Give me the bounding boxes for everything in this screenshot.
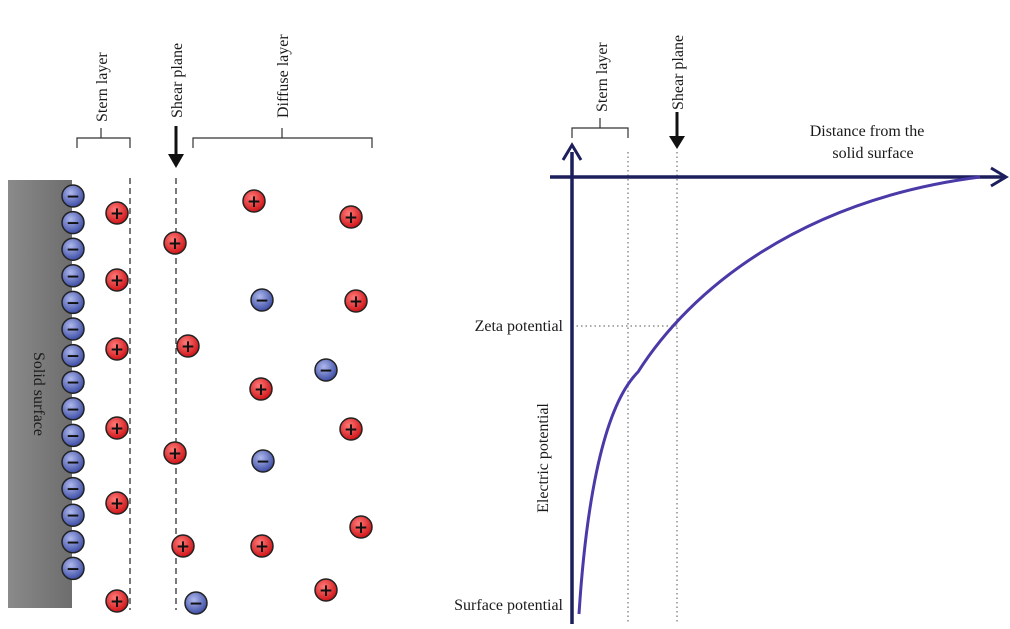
right-panel: Stern layer Shear plane Distance from th… [454,35,1009,624]
svg-text:+: + [168,234,182,254]
svg-text:+: + [344,208,358,228]
svg-text:−: − [319,361,333,381]
shear-plane-label: Shear plane [169,43,186,118]
stern-bracket-right [571,118,629,138]
svg-text:+: + [168,444,182,464]
zeta-potential-label: Zeta potential [475,318,564,335]
positive-ion: + [105,491,129,515]
svg-text:−: − [66,187,80,207]
positive-ion: + [105,201,129,225]
positive-ion: + [339,205,363,229]
ions: − − − − − − − − − − − − − − − − − − − + + + + + + + + + + + + + + + + + + [61,184,373,615]
svg-text:+: + [344,420,358,440]
svg-text:+: + [255,537,269,557]
positive-ion: + [105,589,129,613]
solid-surface [8,180,72,608]
svg-text:+: + [110,340,124,360]
y-axis-label: Electric potential [535,403,552,513]
positive-ion: + [250,534,274,558]
negative-ion: − [61,210,85,235]
svg-text:−: − [66,267,80,287]
shear-plane-label-right: Shear plane [670,35,687,110]
svg-text:−: − [66,559,80,579]
negative-ion: − [61,423,85,448]
negative-ion: − [61,317,85,341]
svg-text:+: + [110,494,124,514]
negative-ion: − [184,591,208,615]
svg-text:+: + [247,192,261,212]
negative-ion: − [61,397,85,421]
svg-text:+: + [354,518,368,538]
stern-layer-label: Stern layer [94,52,111,122]
svg-text:−: − [66,506,80,526]
x-axis-label-line2: solid surface [832,145,913,162]
svg-text:+: + [110,592,124,612]
negative-ion: − [61,503,85,527]
svg-text:+: + [181,337,195,357]
svg-text:+: + [110,204,124,224]
diffuse-bracket [192,128,373,148]
shear-arrow-head [168,154,184,168]
svg-text:−: − [66,426,80,446]
negative-ion: − [61,450,85,474]
svg-text:−: − [66,320,80,340]
svg-text:−: − [66,214,80,234]
svg-text:−: − [189,594,203,614]
svg-text:−: − [256,452,270,472]
svg-text:+: + [349,292,363,312]
svg-text:−: − [66,480,80,500]
positive-ion: + [344,289,368,313]
positive-ion: + [105,268,129,292]
svg-text:−: − [66,347,80,367]
svg-text:−: − [255,291,269,311]
svg-text:−: − [66,400,80,420]
negative-ion: − [61,343,85,368]
negative-ion: − [61,290,85,315]
positive-ion: + [249,377,273,401]
svg-text:+: + [319,581,333,601]
negative-ion: − [250,288,274,312]
positive-ion: + [105,337,129,361]
positive-ion: + [314,578,338,602]
positive-ion: + [339,417,363,441]
positive-ion: + [171,534,195,558]
negative-ion: − [314,358,338,382]
stern-bracket [76,128,131,148]
svg-text:−: − [66,453,80,473]
svg-text:−: − [66,240,80,260]
positive-ion: + [163,231,187,255]
svg-text:−: − [66,533,80,553]
positive-ion: + [349,515,373,539]
shear-arrow-head-right [669,136,685,149]
negative-ion: − [251,449,275,473]
x-axis-label-line1: Distance from the [810,123,925,140]
solid-surface-label: Solid surface [30,352,47,436]
svg-text:−: − [66,373,80,393]
x-axis-arrowhead [990,166,1009,188]
svg-text:−: − [66,293,80,313]
negative-ion: − [61,264,85,288]
negative-ion: − [61,237,85,261]
potential-curve [577,175,981,615]
positive-ion: + [105,416,129,440]
surface-potential-label: Surface potential [454,597,563,614]
y-axis-arrowhead [561,142,583,161]
negative-ion: − [61,476,85,501]
negative-ion: − [61,530,85,554]
svg-text:+: + [254,380,268,400]
diffuse-layer-label: Diffuse layer [275,34,292,118]
stern-layer-label-right: Stern layer [594,42,611,112]
svg-text:+: + [110,271,124,291]
positive-ion: + [163,441,187,465]
negative-ion: − [61,370,85,394]
svg-text:+: + [176,537,190,557]
negative-ion: − [61,556,85,581]
positive-ion: + [176,334,200,358]
left-panel: Solid surface Stern layer Shear plane Di… [8,34,373,615]
negative-ion: − [61,184,85,208]
positive-ion: + [242,189,266,213]
svg-text:+: + [110,419,124,439]
